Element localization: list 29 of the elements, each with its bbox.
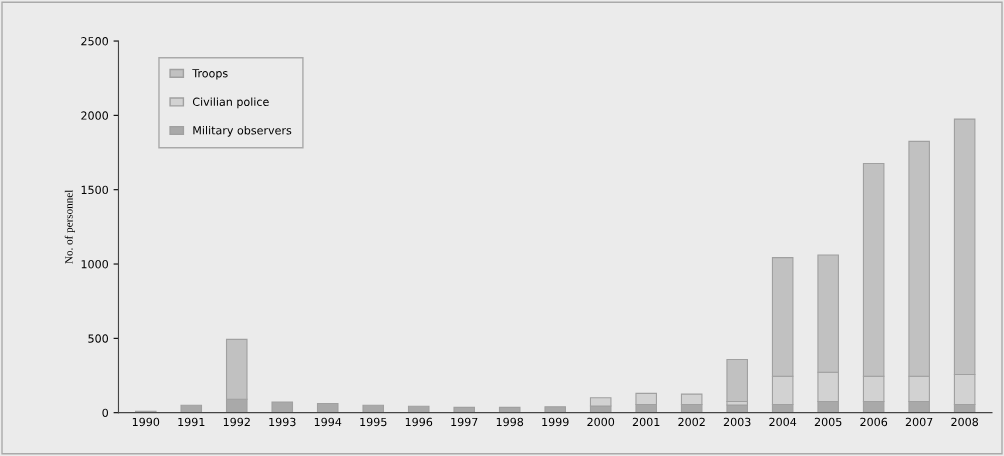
x-tick-label: 1997 — [451, 417, 478, 427]
x-tick-label: 1991 — [178, 417, 205, 427]
x-tick-label: 1990 — [132, 417, 160, 427]
x-tick-label: 2002 — [678, 417, 705, 427]
x-tick-label: 2000 — [587, 417, 615, 427]
x-tick-label: 2007 — [905, 417, 933, 427]
x-tick-label: 2006 — [860, 417, 888, 427]
y-tick-label: 1500 — [81, 185, 109, 195]
y-tick-label: 2000 — [81, 111, 109, 120]
x-tick-label: 1993 — [269, 417, 296, 427]
x-tick-label: 2005 — [814, 417, 842, 427]
x-tick-label: 1998 — [496, 417, 524, 427]
legend-label: Military observers — [193, 125, 292, 137]
x-tick-label: 2003 — [723, 417, 751, 427]
x-tick-label: 1994 — [314, 417, 342, 427]
x-tick-label: 2004 — [769, 417, 797, 427]
x-tick-label: 2001 — [632, 417, 660, 427]
x-tick-label: 2008 — [951, 417, 979, 427]
y-tick-label: 2500 — [81, 37, 109, 46]
y-tick-label: 500 — [88, 334, 109, 343]
y-tick-label: 0 — [102, 408, 109, 418]
y-axis-title: No. of personnel — [64, 189, 75, 264]
legend-label: Troops — [192, 69, 228, 80]
y-tick-label: 1000 — [81, 260, 109, 269]
x-tick-label: 1999 — [542, 417, 569, 427]
x-tick-label: 1995 — [360, 417, 387, 427]
legend-label: Civilian police — [192, 97, 269, 109]
x-tick-label: 1992 — [223, 417, 250, 427]
x-tick-label: 1996 — [405, 417, 433, 427]
